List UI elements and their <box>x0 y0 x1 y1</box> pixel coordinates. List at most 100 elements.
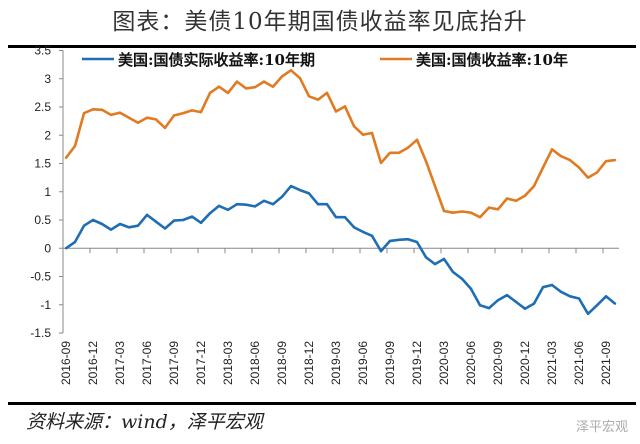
data-point <box>154 118 158 121</box>
data-point <box>334 110 338 113</box>
x-tick-label: 2020-12 <box>518 341 532 385</box>
series-line-0 <box>65 184 616 316</box>
watermark: 泽平宏观 <box>575 419 628 434</box>
data-point <box>262 80 266 83</box>
data-point <box>325 91 329 95</box>
data-point <box>559 154 563 158</box>
data-point <box>406 238 410 241</box>
x-tick-label: 2019-12 <box>410 341 424 385</box>
x-tick-label: 2021-09 <box>599 341 613 385</box>
x-tick-label: 2020-03 <box>437 341 451 385</box>
data-point <box>586 312 590 315</box>
data-point <box>316 202 320 206</box>
x-tick-label: 2021-06 <box>572 341 586 385</box>
data-point <box>280 195 284 199</box>
data-point <box>316 98 320 101</box>
data-point <box>361 133 365 136</box>
data-point <box>415 240 419 244</box>
x-tick-label: 2017-12 <box>194 341 208 385</box>
data-point <box>460 210 464 213</box>
data-point <box>262 199 266 202</box>
data-point <box>271 202 275 206</box>
data-point <box>271 85 275 88</box>
data-point <box>523 194 527 197</box>
data-point <box>604 295 608 298</box>
legend-label: 美国:国债收益率:10年 <box>416 51 568 69</box>
data-point <box>433 262 437 266</box>
y-tick-label: 1 <box>44 185 51 199</box>
data-point <box>568 295 572 298</box>
data-point <box>442 257 446 261</box>
data-point <box>325 202 329 206</box>
x-tick-label: 2019-06 <box>356 341 370 385</box>
data-point <box>451 270 455 274</box>
data-point <box>208 91 212 95</box>
x-tick-label: 2019-03 <box>329 341 343 385</box>
bottom-rule <box>8 402 636 405</box>
y-tick-label: 3.5 <box>34 44 51 58</box>
data-point <box>613 302 617 305</box>
data-point <box>415 138 419 141</box>
data-point <box>478 304 482 307</box>
data-point <box>586 176 590 179</box>
data-point <box>352 125 356 128</box>
data-point <box>82 112 86 115</box>
y-tick-label: 0 <box>44 241 51 255</box>
data-point <box>559 290 563 293</box>
data-point <box>244 87 248 90</box>
data-point <box>361 230 365 234</box>
data-point <box>298 76 302 80</box>
data-point <box>577 297 581 300</box>
data-point <box>613 158 617 162</box>
data-point <box>226 91 230 95</box>
data-point <box>127 116 131 119</box>
y-tick-label: 2 <box>44 128 51 142</box>
data-point <box>163 227 167 230</box>
data-point <box>379 249 383 253</box>
data-point <box>496 299 500 302</box>
data-point <box>505 197 509 200</box>
x-tick-label: 2018-09 <box>275 341 289 385</box>
data-point <box>298 188 302 192</box>
data-point <box>532 184 536 188</box>
data-point <box>145 213 149 217</box>
data-point <box>64 156 68 160</box>
x-tick-label: 2018-12 <box>302 341 316 385</box>
x-tick-label: 2020-09 <box>491 341 505 385</box>
x-tick-label: 2020-06 <box>464 341 478 385</box>
data-point <box>91 108 95 111</box>
legend-label: 美国:国债实际收益率:10年期 <box>118 51 315 69</box>
data-point <box>370 234 374 238</box>
data-point <box>541 166 545 169</box>
data-point <box>343 105 347 108</box>
data-point <box>514 199 518 202</box>
data-point <box>334 215 338 219</box>
data-point <box>235 202 239 206</box>
data-point <box>199 110 203 114</box>
data-point <box>226 208 230 212</box>
data-point <box>577 166 581 169</box>
data-point <box>523 307 527 310</box>
top-rule <box>8 45 636 48</box>
data-point <box>514 300 518 304</box>
data-point <box>388 239 392 243</box>
data-point <box>541 286 545 289</box>
x-tick-label: 2018-03 <box>221 341 235 385</box>
y-tick-label: 1.5 <box>34 157 51 171</box>
data-point <box>244 203 248 206</box>
source-note: 资料来源：wind，泽平宏观 <box>26 411 263 433</box>
data-point <box>289 69 293 72</box>
series-line-1 <box>64 69 616 219</box>
data-point <box>190 109 194 112</box>
data-point <box>595 171 599 174</box>
x-tick-label: 2021-03 <box>545 341 559 385</box>
data-point <box>109 113 113 117</box>
data-point <box>478 215 482 219</box>
data-point <box>253 205 257 208</box>
data-point <box>217 85 221 88</box>
data-point <box>217 204 221 208</box>
data-point <box>163 126 167 130</box>
x-tick-label: 2017-09 <box>167 341 181 385</box>
data-point <box>487 306 491 310</box>
